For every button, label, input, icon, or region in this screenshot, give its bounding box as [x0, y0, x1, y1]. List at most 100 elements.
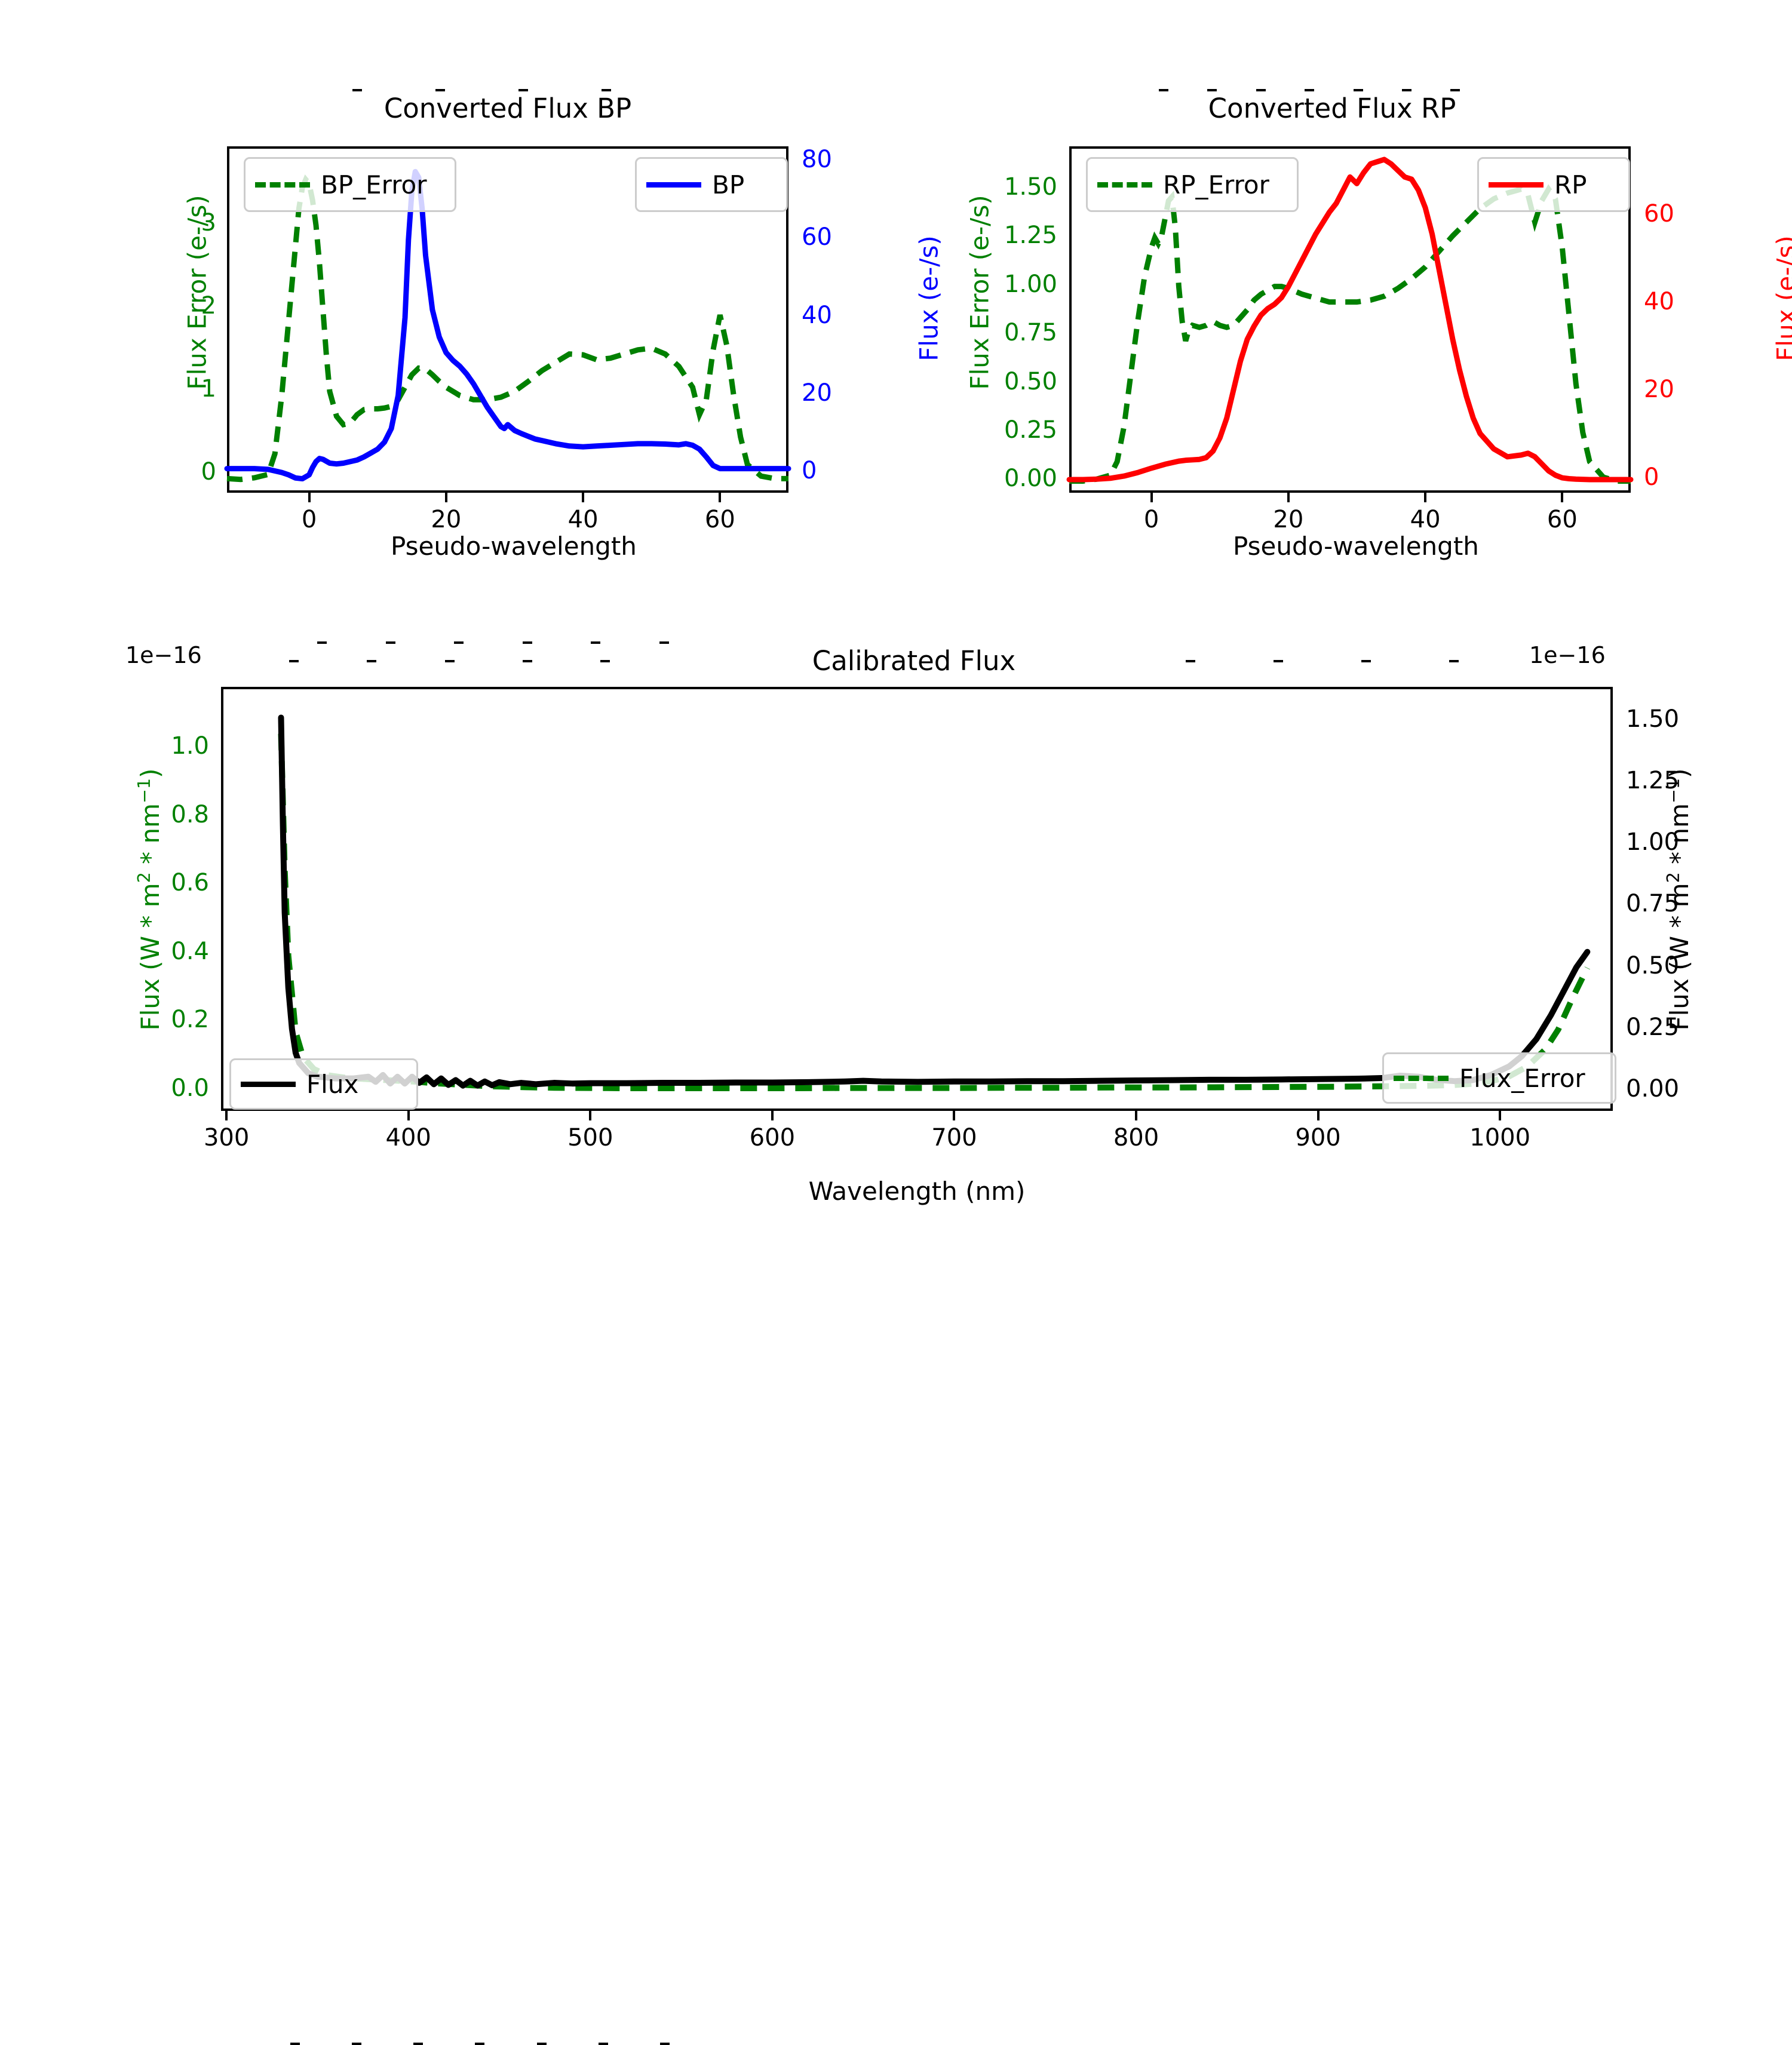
tick-mark [454, 641, 464, 644]
tick-mark [445, 493, 447, 502]
calibrated-flux-legend[interactable]: Flux [229, 1058, 418, 1110]
bp-panel-title: Converted Flux BP [221, 93, 794, 124]
tick-mark [1499, 1111, 1501, 1120]
tick-label: 500 [542, 1124, 638, 1152]
tick-mark [953, 1111, 955, 1120]
rp-error-legend[interactable]: RP_Error [1086, 157, 1299, 212]
bp-ylabel-left: Flux Error (e-/s) [183, 173, 212, 412]
tick-label: 900 [1271, 1124, 1366, 1152]
tick-mark [290, 2043, 300, 2045]
tick-mark [1424, 493, 1426, 502]
tick-label: 60 [1532, 506, 1592, 533]
calibrated-flux-error-legend[interactable]: Flux_Error [1382, 1052, 1616, 1104]
calibrated-ylabel-left-text: Flux (W * m2 * nm−1) [136, 768, 165, 1030]
tick-label: 20 [1259, 506, 1318, 533]
tick-mark [1159, 89, 1168, 91]
tick-mark [1450, 89, 1460, 91]
tick-mark [719, 493, 721, 502]
tick-label: 20 [1644, 376, 1698, 403]
tick-mark [413, 2043, 423, 2045]
tick-mark [1287, 493, 1290, 502]
tick-mark [1402, 89, 1411, 91]
tick-mark [1135, 1111, 1137, 1120]
bp-xlabel: Pseudo-wavelength [335, 532, 693, 561]
tick-label: 800 [1088, 1124, 1184, 1152]
tick-mark [386, 641, 395, 644]
calibrated-plot-area [221, 687, 1613, 1111]
calibrated-ylabel-right: Flux (W * m2 * nm−1) [1663, 708, 1694, 1091]
tick-label: 40 [553, 506, 613, 533]
tick-mark [1354, 89, 1363, 91]
bp-error-series [227, 180, 788, 480]
tick-mark [1207, 89, 1217, 91]
tick-label: 0 [280, 506, 339, 533]
tick-mark [225, 1111, 228, 1120]
bp-error-legend[interactable]: BP_Error [244, 157, 456, 212]
tick-mark [518, 89, 528, 91]
tick-label: 0.25 [959, 416, 1057, 444]
bp-flux-legend[interactable]: BP [635, 157, 788, 212]
tick-label: 600 [725, 1124, 820, 1152]
tick-label: 0.00 [959, 465, 1057, 492]
tick-mark [1150, 493, 1153, 502]
tick-label: 80 [802, 146, 855, 173]
tick-mark [317, 641, 327, 644]
rp-ylabel-right: Flux (e-/s) [1772, 200, 1792, 397]
tick-mark [1305, 89, 1314, 91]
tick-label: 60 [690, 506, 750, 533]
tick-mark [352, 2043, 361, 2045]
rp-xlabel: Pseudo-wavelength [1177, 532, 1535, 561]
tick-mark [602, 89, 611, 91]
tick-label: 60 [1644, 200, 1698, 228]
tick-label: 0 [1644, 463, 1698, 491]
tick-label: 40 [802, 302, 855, 329]
tick-mark [523, 641, 532, 644]
rp-flux-legend-label: RP [1554, 170, 1587, 199]
tick-label: 20 [802, 379, 855, 407]
bp-flux-legend-label: BP [712, 170, 744, 199]
calibrated-panel-title: Calibrated Flux [221, 645, 1607, 677]
tick-label: 40 [1395, 506, 1455, 533]
tick-mark [352, 89, 362, 91]
tick-label: 300 [179, 1124, 274, 1152]
rp-error-series [1069, 189, 1631, 481]
tick-mark [599, 2043, 608, 2045]
rp-error-legend-label: RP_Error [1163, 170, 1269, 199]
tick-mark [435, 89, 445, 91]
tick-label: 60 [802, 223, 855, 251]
tick-label: 0 [1122, 506, 1182, 533]
rp-error-legend-swatch-icon [1097, 182, 1152, 188]
calibrated-xlabel: Wavelength (nm) [678, 1177, 1156, 1206]
rp-flux-legend-swatch-icon [1489, 182, 1544, 188]
calibrated-flux-error-legend-label: Flux_Error [1459, 1064, 1585, 1093]
calibrated-left-offset-label: 1e−16 [125, 642, 202, 668]
calibrated-ylabel-right-text: Flux (W * m2 * nm−1) [1665, 768, 1694, 1030]
tick-mark [407, 1111, 410, 1120]
calibrated-flux-series [281, 718, 1588, 1086]
tick-mark [475, 2043, 484, 2045]
calibrated-flux-error-series [281, 733, 1588, 1088]
calibrated-ylabel-left: Flux (W * m2 * nm−1) [134, 708, 165, 1091]
tick-mark [582, 493, 584, 502]
rp-panel-title: Converted Flux RP [1045, 93, 1619, 124]
tick-label: 40 [1644, 288, 1698, 315]
tick-mark [1256, 89, 1266, 91]
calibrated-flux-legend-label: Flux [306, 1070, 358, 1099]
rp-flux-legend[interactable]: RP [1477, 157, 1630, 212]
calibrated-flux-legend-swatch-icon [241, 1082, 296, 1087]
tick-mark [537, 2043, 547, 2045]
tick-mark [591, 641, 600, 644]
tick-mark [771, 1111, 774, 1120]
tick-label: 20 [416, 506, 476, 533]
tick-label: 0 [174, 458, 216, 486]
bp-error-legend-swatch-icon [255, 182, 310, 188]
bp-flux-legend-swatch-icon [646, 182, 701, 188]
tick-mark [659, 641, 669, 644]
tick-mark [660, 2043, 670, 2045]
tick-mark [308, 493, 311, 502]
tick-label: 400 [361, 1124, 456, 1152]
